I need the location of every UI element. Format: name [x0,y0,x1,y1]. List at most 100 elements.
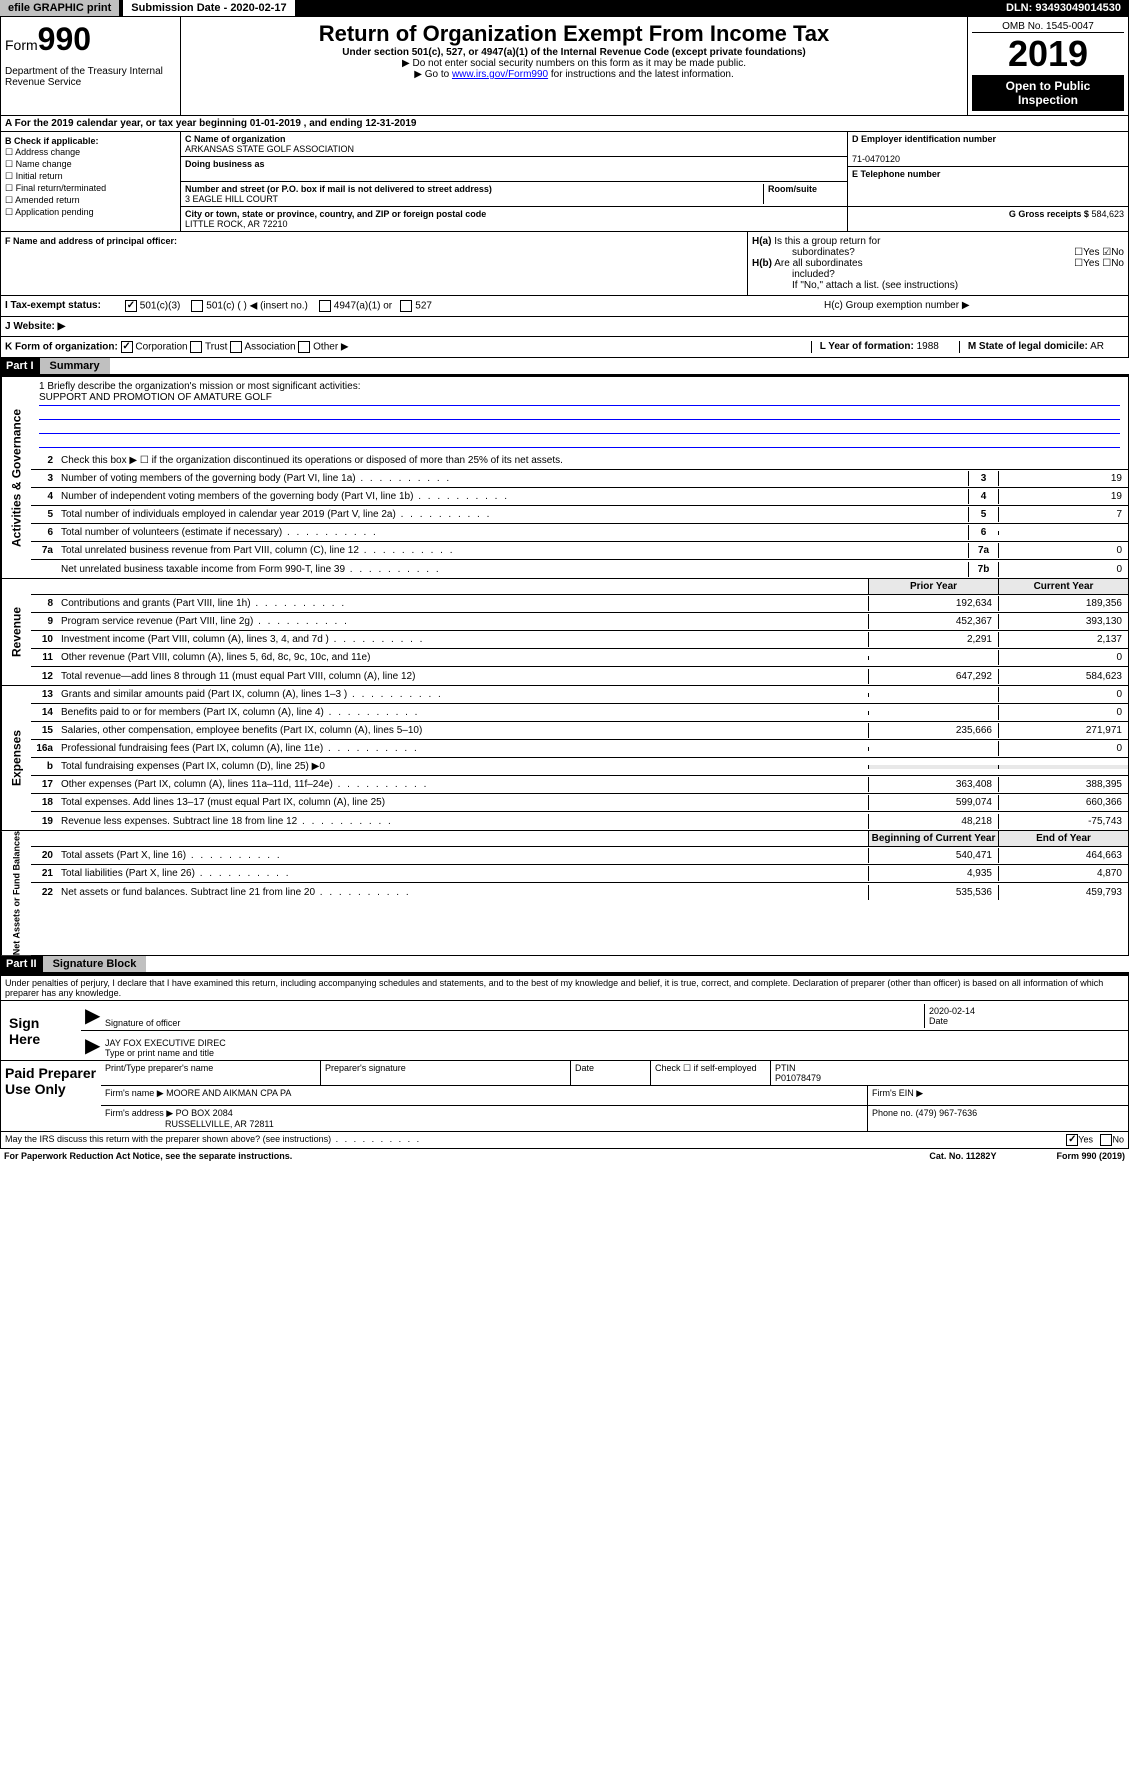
firm-name: MOORE AND AIKMAN CPA PA [166,1088,291,1098]
omb-number: OMB No. 1545-0047 [972,21,1124,33]
chk-amended[interactable]: ☐ Amended return [5,195,176,206]
firm-phone: (479) 967-7636 [916,1108,978,1118]
ein-label: D Employer identification number [852,134,996,144]
footer-center: Cat. No. 11282Y [929,1151,996,1161]
l14-curr: 0 [998,705,1128,720]
l16a-desc: Professional fundraising fees (Part IX, … [57,741,868,756]
chk-final[interactable]: ☐ Final return/terminated [5,183,176,194]
l13-prior [868,693,998,697]
l15-desc: Salaries, other compensation, employee b… [57,723,868,738]
l21-desc: Total liabilities (Part X, line 26) [57,866,868,881]
opt-501c: 501(c) ( ) ◀ (insert no.) [206,301,308,312]
top-bar: efile GRAPHIC print Submission Date - 20… [0,0,1129,16]
chk-assoc[interactable] [230,341,242,353]
line5-box: 5 [968,507,998,522]
year-formation: 1988 [917,341,939,352]
sign-section: Sign Here ▶ Signature of officer 2020-02… [0,1001,1129,1061]
irs-link[interactable]: www.irs.gov/Form990 [452,69,548,80]
k-label: K Form of organization: [5,342,118,353]
footer-row: For Paperwork Reduction Act Notice, see … [0,1149,1129,1163]
chk-name[interactable]: ☐ Name change [5,159,176,170]
officer-name: JAY FOX EXECUTIVE DIREC [105,1038,226,1048]
discuss-no: No [1112,1135,1124,1145]
prep-selfemp[interactable]: Check ☐ if self-employed [651,1061,771,1085]
hb-label: H(b) [752,258,772,269]
gross-value: 584,623 [1091,209,1124,219]
chk-501c3[interactable] [125,300,137,312]
sign-arrow-icon: ▶ [85,1003,105,1028]
line6-desc: Total number of volunteers (estimate if … [57,525,968,540]
note2-suffix: for instructions and the latest informat… [548,69,734,80]
l8-curr: 189,356 [998,596,1128,611]
line3-box: 3 [968,471,998,486]
l20-curr: 464,663 [998,848,1128,863]
chk-amended-label: Amended return [15,195,80,205]
l16b-desc: Total fundraising expenses (Part IX, col… [57,759,868,774]
efile-badge[interactable]: efile GRAPHIC print [0,0,119,16]
opt-corp: Corporation [135,342,187,353]
addr-label: Number and street (or P.O. box if mail i… [185,184,492,194]
expenses-section: Expenses 13Grants and similar amounts pa… [0,686,1129,831]
hb-no[interactable]: No [1111,258,1124,269]
discuss-yes-chk[interactable] [1066,1134,1078,1146]
block-b: B Check if applicable: ☐ Address change … [1,132,181,231]
line7a-box: 7a [968,543,998,558]
line4-desc: Number of independent voting members of … [57,489,968,504]
mission-label: 1 Briefly describe the organization's mi… [39,381,1120,392]
discuss-text: May the IRS discuss this return with the… [5,1134,421,1146]
chk-initial[interactable]: ☐ Initial return [5,171,176,182]
paid-preparer-section: Paid Preparer Use Only Print/Type prepar… [0,1061,1129,1132]
line7b-box: 7b [968,562,998,577]
l19-curr: -75,743 [998,814,1128,829]
ha-no[interactable]: No [1111,247,1124,258]
block-c: C Name of organization ARKANSAS STATE GO… [181,132,848,231]
prep-sig-hdr: Preparer's signature [321,1061,571,1085]
discuss-row: May the IRS discuss this return with the… [0,1132,1129,1149]
l22-curr: 459,793 [998,885,1128,900]
chk-address[interactable]: ☐ Address change [5,147,176,158]
hdr-prior: Prior Year [868,579,998,594]
opt-assoc: Association [244,342,295,353]
chk-corp[interactable] [121,341,133,353]
l18-desc: Total expenses. Add lines 13–17 (must eq… [57,795,868,810]
dln: DLN: 93493049014530 [998,0,1129,16]
form-prefix: Form [5,37,38,53]
chk-other[interactable] [298,341,310,353]
chk-501c[interactable] [191,300,203,312]
l9-prior: 452,367 [868,614,998,629]
discuss-no-chk[interactable] [1100,1134,1112,1146]
l17-curr: 388,395 [998,777,1128,792]
chk-527[interactable] [400,300,412,312]
officer-label: F Name and address of principal officer: [5,236,177,246]
l17-desc: Other expenses (Part IX, column (A), lin… [57,777,868,792]
firm-addr2: RUSSELLVILLE, AR 72811 [165,1119,274,1129]
l22-desc: Net assets or fund balances. Subtract li… [57,885,868,900]
ha-yes[interactable]: Yes [1083,247,1099,258]
open-inspection: Open to Public Inspection [972,75,1124,111]
blueline [39,434,1120,448]
line7b-desc: Net unrelated business taxable income fr… [57,562,968,577]
governance-section: Activities & Governance 1 Briefly descri… [0,376,1129,579]
website-row: J Website: ▶ [0,317,1129,337]
l17-prior: 363,408 [868,777,998,792]
l12-prior: 647,292 [868,669,998,684]
line2-desc: Check this box ▶ ☐ if the organization d… [57,453,1128,468]
chk-pending[interactable]: ☐ Application pending [5,207,176,218]
block-de: D Employer identification number 71-0470… [848,132,1128,231]
chk-4947[interactable] [319,300,331,312]
l10-curr: 2,137 [998,632,1128,647]
discuss-yes: Yes [1078,1135,1093,1145]
l10-prior: 2,291 [868,632,998,647]
part2-title: Signature Block [43,956,147,972]
l11-desc: Other revenue (Part VIII, column (A), li… [57,650,868,665]
dept-treasury: Department of the Treasury Internal Reve… [5,66,176,88]
hb-yes[interactable]: Yes [1083,258,1099,269]
website-label: J Website: ▶ [5,321,65,332]
sig-officer-label: Signature of officer [105,1018,180,1028]
chk-trust[interactable] [190,341,202,353]
note-ssn: ▶ Do not enter social security numbers o… [185,58,963,69]
line5-val: 7 [998,507,1128,522]
opt-trust: Trust [205,342,227,353]
l16b-curr-shade [998,765,1128,769]
l12-desc: Total revenue—add lines 8 through 11 (mu… [57,669,868,684]
